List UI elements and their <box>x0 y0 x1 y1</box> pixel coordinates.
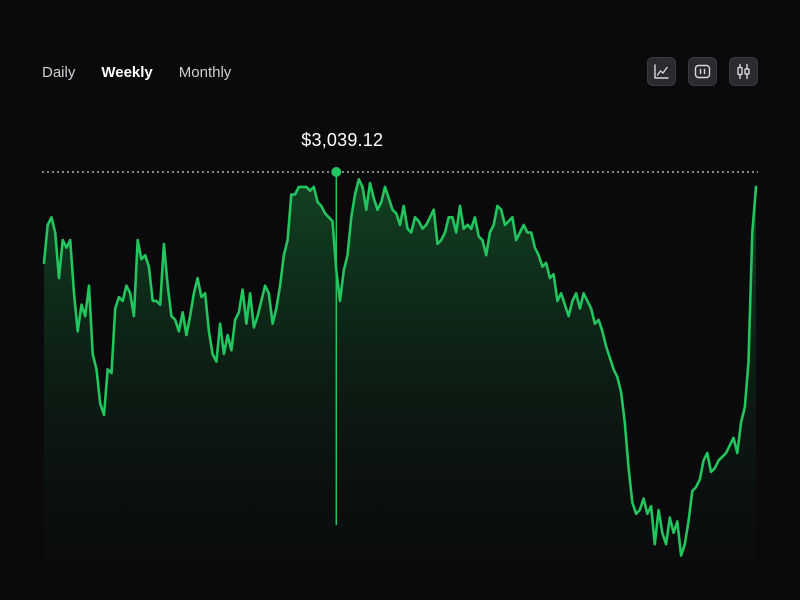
tab-weekly[interactable]: Weekly <box>101 64 153 81</box>
tab-daily[interactable]: Daily <box>42 64 76 81</box>
candlestick-chart-button[interactable] <box>729 57 758 86</box>
timeframe-tabs: Daily Weekly Monthly <box>42 63 257 83</box>
chart-type-toolbar <box>647 57 758 86</box>
tooltip-price-label: $3,039.12 <box>301 130 384 150</box>
price-line <box>42 178 758 557</box>
tab-monthly[interactable]: Monthly <box>178 64 232 81</box>
line-chart-button[interactable] <box>647 57 676 86</box>
candlestick-chart-icon <box>737 63 750 80</box>
bar-chart-button[interactable] <box>688 57 717 86</box>
bar-chart-icon <box>694 64 711 79</box>
price-area-fill <box>44 179 756 600</box>
line-chart-icon <box>654 64 669 79</box>
price-marker[interactable] <box>331 167 342 177</box>
